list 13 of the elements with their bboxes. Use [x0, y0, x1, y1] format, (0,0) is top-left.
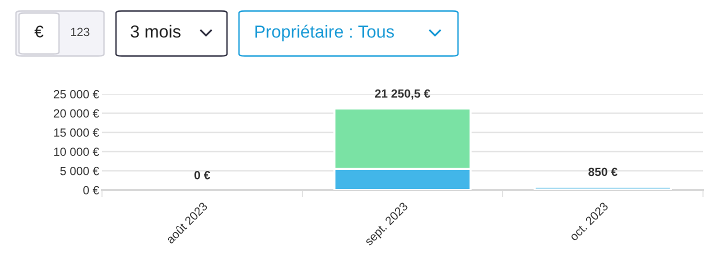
- y-tick-label: 10 000 €: [54, 148, 100, 156]
- y-tick-label: 0 €: [83, 186, 100, 194]
- text: 3 mois: [130, 24, 181, 38]
- text: 123: [71, 28, 90, 36]
- y-tick-label: 25 000 €: [54, 90, 100, 98]
- y-tick-label: 20 000 €: [54, 109, 100, 118]
- text: €: [34, 26, 44, 38]
- total-label: 21 250,5 €: [375, 89, 430, 100]
- text: Propriétaire : Tous: [255, 24, 394, 42]
- text: 0 €: [194, 170, 210, 180]
- y-tick-label: 15 000 €: [54, 128, 100, 137]
- total-label: 850 €: [588, 168, 618, 176]
- y-tick-label: 5 000 €: [60, 166, 100, 176]
